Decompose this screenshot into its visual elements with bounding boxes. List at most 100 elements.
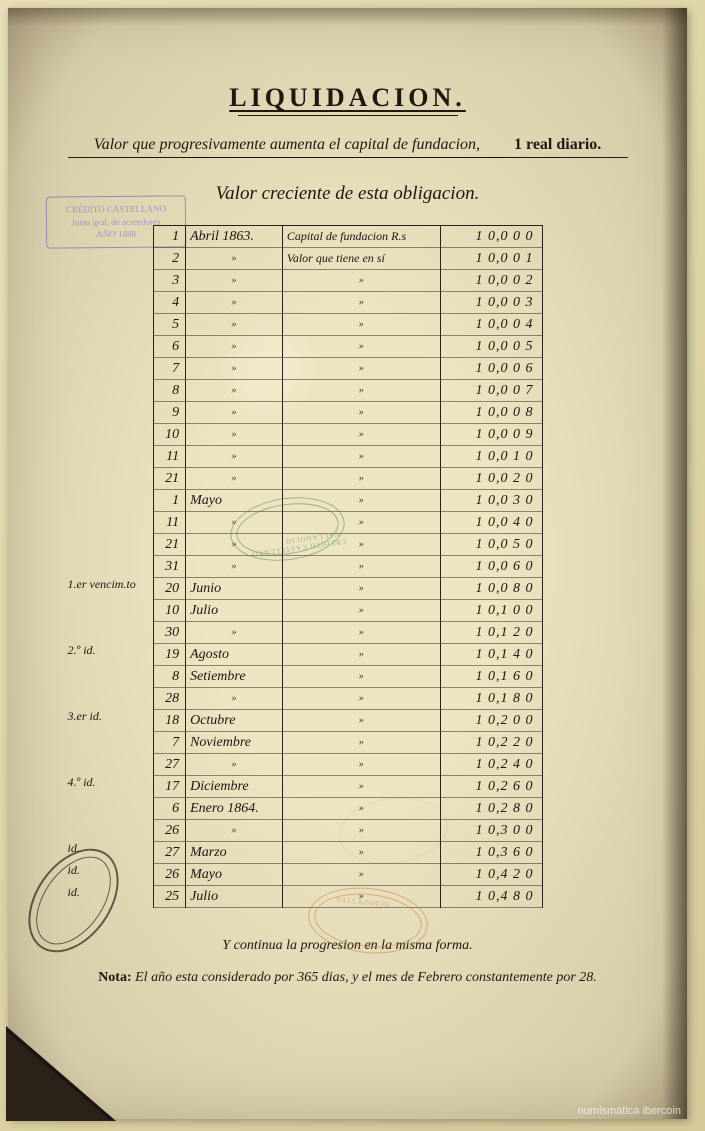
- cell-day: 21: [153, 468, 186, 490]
- cell-month: »: [186, 270, 283, 292]
- cell-month: Abril 1863.: [186, 226, 283, 248]
- edge-shadow-right: [662, 8, 687, 1119]
- cell-month: »: [186, 380, 283, 402]
- table-row: 8»»1 0,0 0 7: [153, 380, 542, 402]
- subtitle-rule: [68, 157, 628, 158]
- cell-day: 10: [153, 424, 186, 446]
- cell-day: 11: [153, 446, 186, 468]
- cell-desc: »: [282, 600, 440, 622]
- cell-day: 1: [153, 226, 186, 248]
- subtitle-italic: Valor que progresivamente aumenta el cap…: [94, 136, 480, 153]
- cell-day: 8: [153, 666, 186, 688]
- cell-desc: »: [282, 358, 440, 380]
- cell-day: 6: [153, 798, 186, 820]
- cell-desc: Capital de fundacion R.s: [282, 226, 440, 248]
- cell-month: Marzo: [186, 842, 283, 864]
- side-label: 3.er id.: [68, 709, 102, 724]
- cell-desc: »: [282, 754, 440, 776]
- cell-day: 10: [153, 600, 186, 622]
- cell-desc: »: [282, 314, 440, 336]
- table-row: 19Agosto»1 0,1 4 0: [153, 644, 542, 666]
- cell-day: 20: [153, 578, 186, 600]
- table-row: 7»»1 0,0 0 6: [153, 358, 542, 380]
- cell-month: Enero 1864.: [186, 798, 283, 820]
- cell-desc: »: [282, 424, 440, 446]
- cell-value: 1 0,2 6 0: [440, 776, 542, 798]
- table-row: 7Noviembre»1 0,2 2 0: [153, 732, 542, 754]
- cell-desc: »: [282, 468, 440, 490]
- table-row: 28»»1 0,1 8 0: [153, 688, 542, 710]
- cell-value: 1 0,0 4 0: [440, 512, 542, 534]
- table-row: 26Mayo»1 0,4 2 0: [153, 864, 542, 886]
- cell-day: 31: [153, 556, 186, 578]
- cell-day: 30: [153, 622, 186, 644]
- cell-month: »: [186, 622, 283, 644]
- cell-desc: »: [282, 556, 440, 578]
- table-row: 2»Valor que tiene en sí1 0,0 0 1: [153, 248, 542, 270]
- table-row: 3»»1 0,0 0 2: [153, 270, 542, 292]
- footnote-nota: Nota: El año esta considerado por 365 di…: [8, 970, 687, 986]
- cell-month: »: [186, 402, 283, 424]
- cell-value: 1 0,0 5 0: [440, 534, 542, 556]
- cell-value: 1 0,0 0 5: [440, 336, 542, 358]
- cell-day: 1: [153, 490, 186, 512]
- table-row: 1Mayo»1 0,0 3 0: [153, 490, 542, 512]
- corner-cut-inner: [6, 1031, 111, 1121]
- cell-desc: Valor que tiene en sí: [282, 248, 440, 270]
- cell-month: »: [186, 820, 283, 842]
- cell-month: Diciembre: [186, 776, 283, 798]
- cell-value: 1 0,3 0 0: [440, 820, 542, 842]
- cell-value: 1 0,0 3 0: [440, 490, 542, 512]
- table-row: 31»»1 0,0 6 0: [153, 556, 542, 578]
- table-row: 17Diciembre»1 0,2 6 0: [153, 776, 542, 798]
- cell-value: 1 0,0 0 7: [440, 380, 542, 402]
- cell-month: Agosto: [186, 644, 283, 666]
- cell-value: 1 0,0 0 6: [440, 358, 542, 380]
- cell-day: 11: [153, 512, 186, 534]
- cell-day: 6: [153, 336, 186, 358]
- table-row: 10Julio»1 0,1 0 0: [153, 600, 542, 622]
- cell-month: »: [186, 446, 283, 468]
- cell-value: 1 0,1 2 0: [440, 622, 542, 644]
- cell-desc: »: [282, 336, 440, 358]
- cell-desc: »: [282, 732, 440, 754]
- cell-day: 27: [153, 754, 186, 776]
- cell-month: »: [186, 358, 283, 380]
- cell-value: 1 0,0 8 0: [440, 578, 542, 600]
- table-row: 21»»1 0,0 2 0: [153, 468, 542, 490]
- cell-day: 3: [153, 270, 186, 292]
- cell-value: 1 0,4 8 0: [440, 886, 542, 908]
- table-row: 4»»1 0,0 0 3: [153, 292, 542, 314]
- cell-value: 1 0,0 0 9: [440, 424, 542, 446]
- cell-day: 19: [153, 644, 186, 666]
- cell-desc: »: [282, 644, 440, 666]
- cell-day: 2: [153, 248, 186, 270]
- cell-value: 1 0,1 6 0: [440, 666, 542, 688]
- cell-desc: »: [282, 710, 440, 732]
- document-paper: LIQUIDACION. Valor que progresivamente a…: [8, 8, 687, 1119]
- cell-value: 1 0,0 0 1: [440, 248, 542, 270]
- cell-value: 1 0,2 0 0: [440, 710, 542, 732]
- cell-month: Octubre: [186, 710, 283, 732]
- cell-day: 25: [153, 886, 186, 908]
- cell-desc: »: [282, 578, 440, 600]
- cell-desc: »: [282, 402, 440, 424]
- table-row: 8Setiembre»1 0,1 6 0: [153, 666, 542, 688]
- cell-value: 1 0,0 0 3: [440, 292, 542, 314]
- cell-month: »: [186, 688, 283, 710]
- cell-day: 17: [153, 776, 186, 798]
- table-row: 21»»1 0,0 5 0: [153, 534, 542, 556]
- table-row: 11»»1 0,0 4 0: [153, 512, 542, 534]
- document-title: LIQUIDACION.: [8, 83, 687, 113]
- cell-value: 1 0,2 2 0: [440, 732, 542, 754]
- cell-day: 21: [153, 534, 186, 556]
- cell-desc: »: [282, 688, 440, 710]
- side-label: 4.º id.: [68, 775, 96, 790]
- side-label: 1.er vencim.to: [68, 577, 136, 592]
- liquidation-table-wrap: 1Abril 1863.Capital de fundacion R.s1 0,…: [153, 225, 543, 908]
- stamp-orange-text: VALLADOLID: [336, 896, 391, 910]
- cell-day: 18: [153, 710, 186, 732]
- cell-desc: »: [282, 864, 440, 886]
- watermark: numismática ibercoin: [578, 1105, 681, 1117]
- liquidation-table: 1Abril 1863.Capital de fundacion R.s1 0,…: [153, 225, 543, 908]
